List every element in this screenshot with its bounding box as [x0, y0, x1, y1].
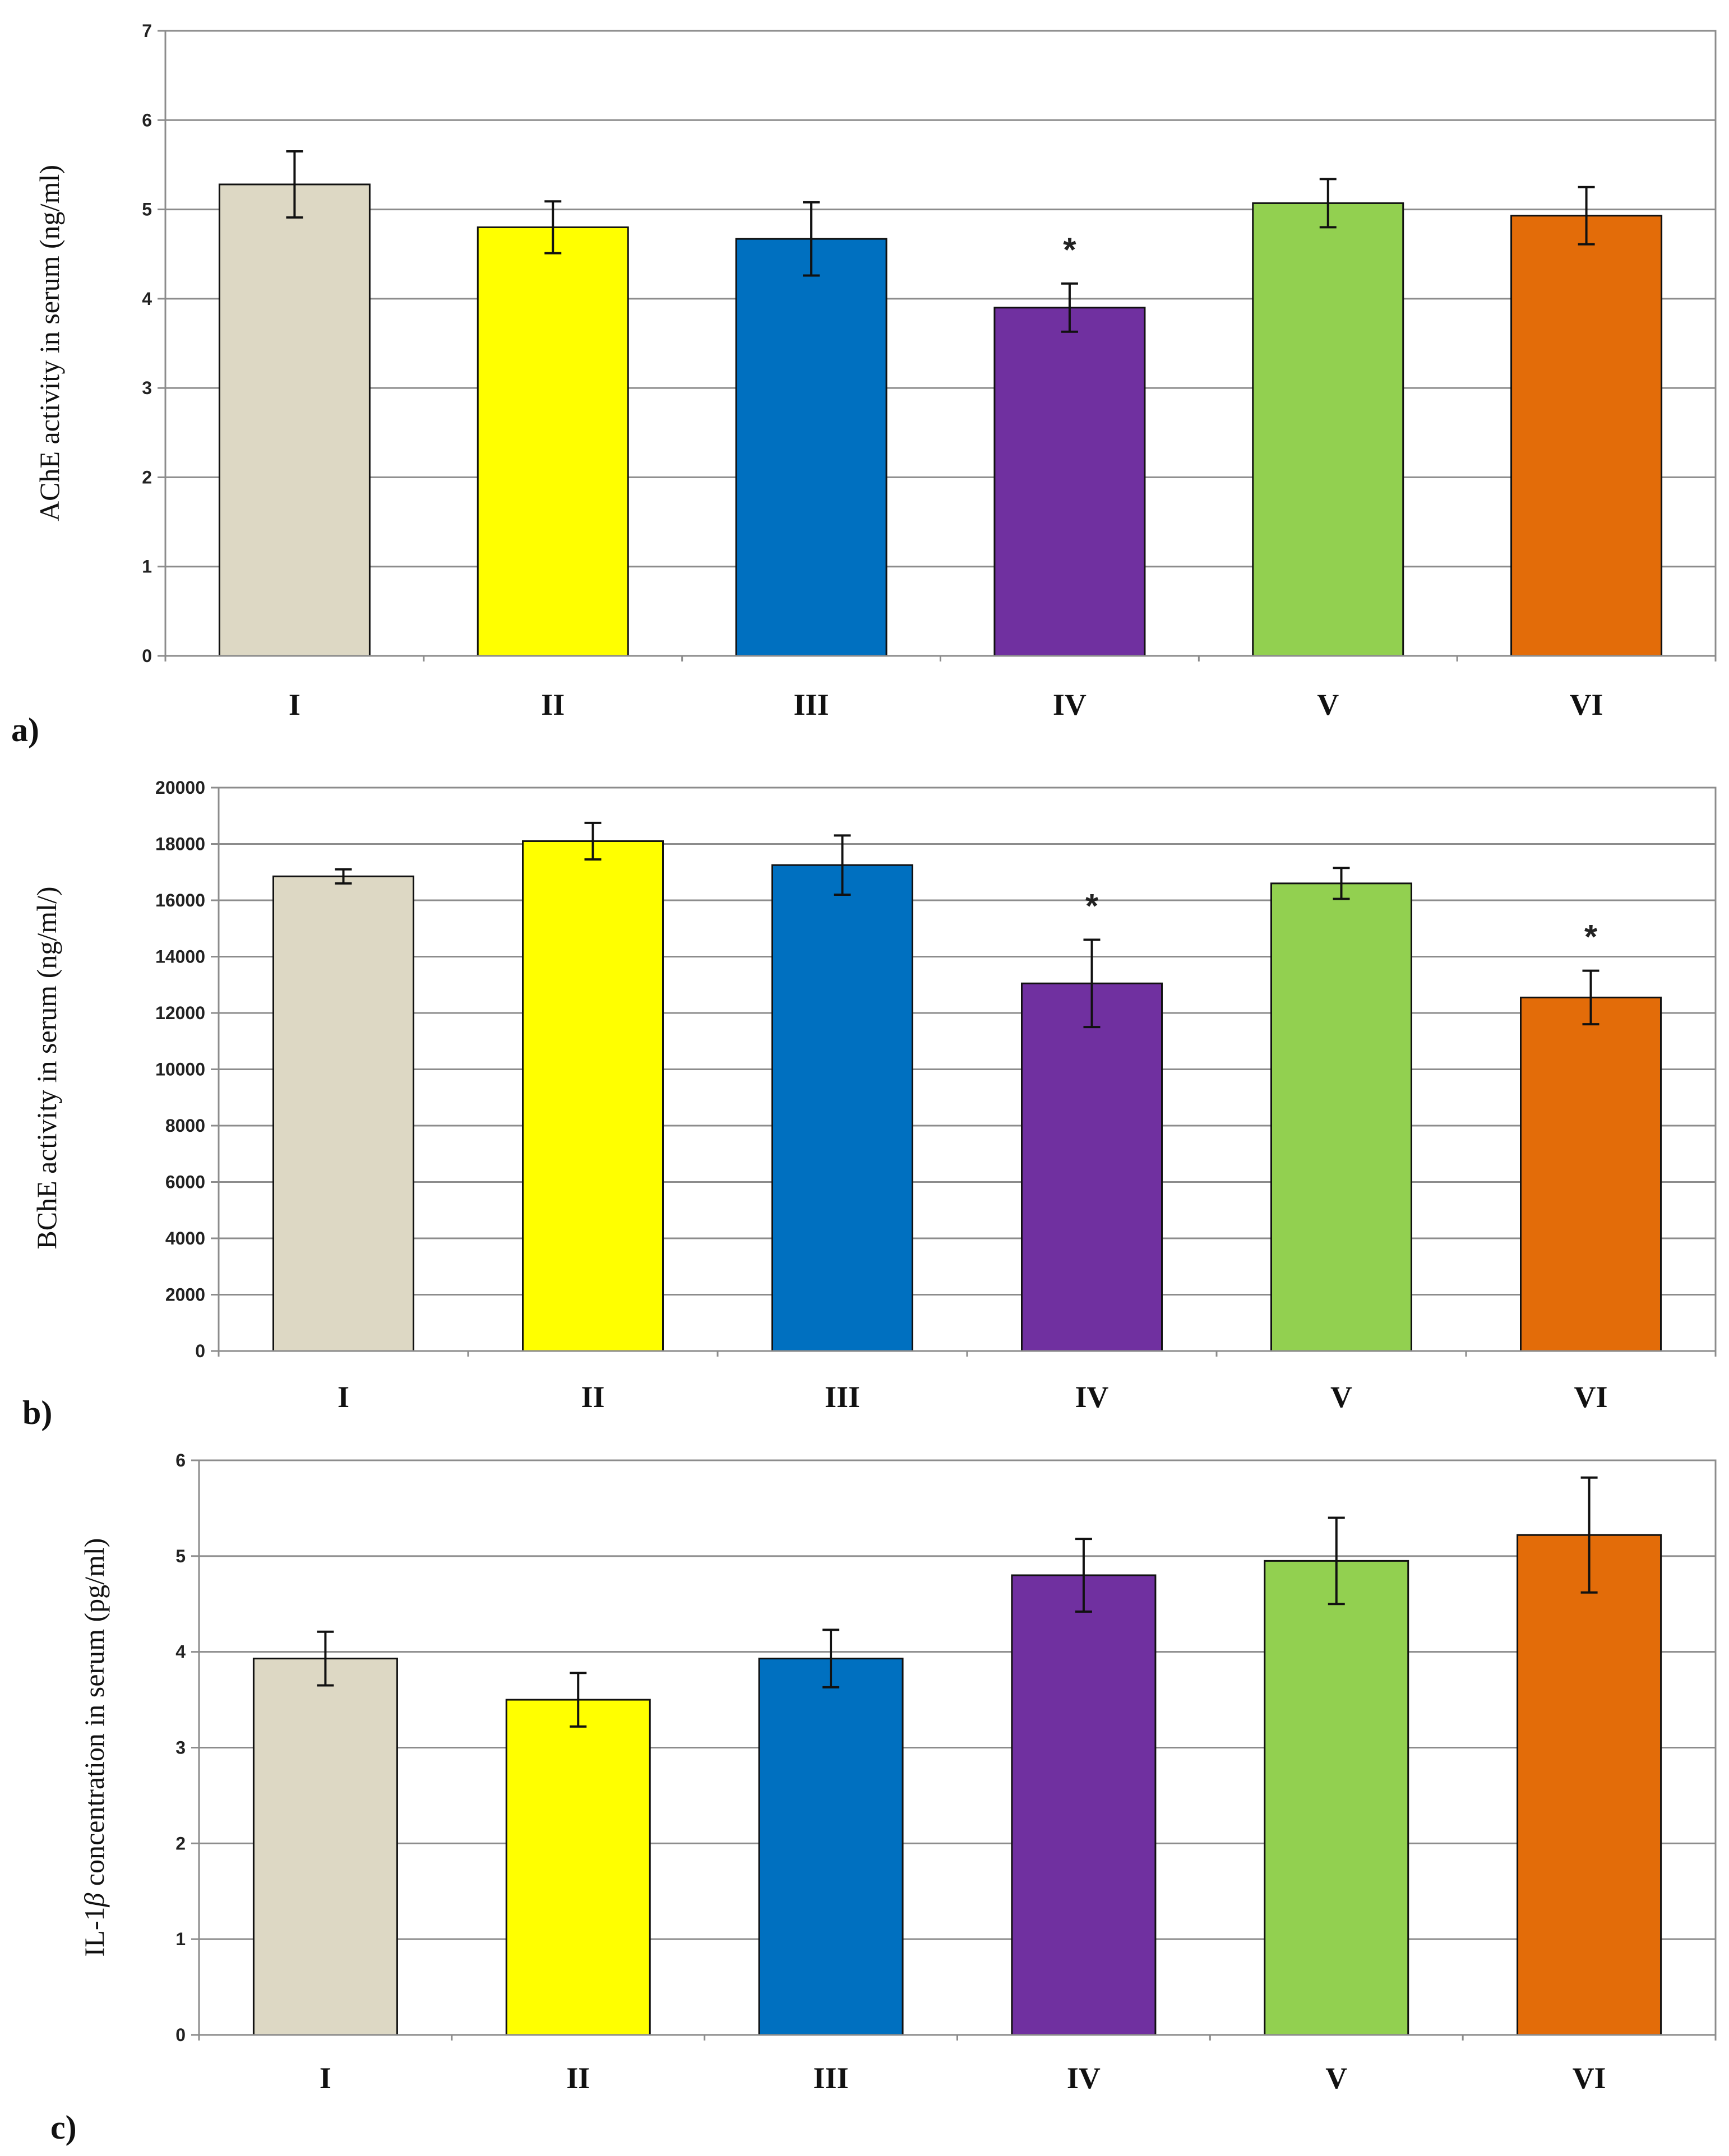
significance-marker: *: [1063, 231, 1076, 269]
bar-VI: [1517, 1534, 1662, 2036]
y-tick-label: 0: [195, 1341, 205, 1361]
significance-marker: *: [1584, 918, 1598, 956]
bar-VI: [1510, 215, 1663, 657]
y-tick-label: 14000: [155, 947, 205, 967]
x-category-label: II: [566, 2061, 590, 2095]
bar-I: [252, 1658, 398, 2036]
bar-IV: [1011, 1574, 1157, 2036]
panel-label: a): [11, 711, 39, 748]
y-tick-label: 3: [142, 378, 152, 398]
x-category-label: VI: [1573, 2061, 1606, 2095]
bar-III: [758, 1658, 904, 2036]
plot-frame: [164, 30, 1717, 657]
x-category-label: III: [794, 688, 829, 721]
error-bar-IV: [1075, 1538, 1092, 1613]
panel-label: c): [50, 2109, 77, 2146]
error-bar-III: [822, 1628, 840, 1688]
y-tick-label: 5: [142, 200, 152, 220]
error-bar-I: [335, 868, 352, 885]
y-tick-label: 2: [175, 1833, 186, 1853]
x-category-label: V: [1317, 688, 1339, 721]
error-bar-III: [803, 201, 820, 277]
y-tick-label: 4: [175, 1642, 186, 1662]
y-axis-label-suffix: concentration in serum (pg/ml): [78, 1538, 110, 1893]
y-tick-label: 3: [175, 1738, 186, 1758]
bar-II: [477, 226, 629, 657]
y-tick-label: 12000: [155, 1003, 205, 1023]
x-category-label: V: [1325, 2061, 1347, 2095]
x-category-label: III: [825, 1380, 860, 1414]
x-category-label: II: [581, 1380, 604, 1414]
error-bar-I: [286, 150, 303, 219]
bar-II: [522, 840, 664, 1352]
y-axis-label: AChE activity in serum (ng/ml): [34, 165, 65, 521]
y-tick-label: 8000: [165, 1116, 205, 1136]
bar-V: [1264, 1560, 1409, 2036]
significance-marker: *: [1085, 887, 1099, 924]
error-bar-II: [584, 821, 602, 861]
error-bar-VI: [1580, 1476, 1598, 1594]
y-axis-label: IL-1β concentration in serum (pg/ml): [78, 1538, 110, 1957]
y-tick-label: 6000: [165, 1172, 205, 1192]
y-tick-label: 10000: [155, 1060, 205, 1080]
beta-symbol: β: [78, 1893, 110, 1908]
error-bar-IV: [1083, 938, 1101, 1029]
chart-panel-b: * * 0 2000 4000 6000 8000 10000 12000 14000 16000…: [22, 778, 1717, 1431]
bar-I: [218, 183, 371, 657]
bar-I: [272, 875, 414, 1352]
y-tick-label: 6: [142, 110, 152, 130]
error-bar-IV: [1061, 282, 1078, 333]
x-category-label: V: [1330, 1380, 1352, 1414]
bar-III: [771, 864, 913, 1352]
error-bar-III: [834, 834, 851, 896]
error-bar-V: [1328, 1516, 1345, 1606]
y-tick-label: 6: [175, 1450, 186, 1470]
x-category-label: IV: [1075, 1380, 1108, 1414]
y-tick-label: 2: [142, 467, 152, 487]
x-category-label: I: [289, 688, 301, 721]
bar-VI: [1520, 996, 1662, 1352]
error-bar-VI: [1582, 969, 1599, 1026]
bar-II: [505, 1699, 651, 2036]
error-bar-V: [1333, 867, 1350, 900]
y-tick-label: 1: [142, 557, 152, 577]
panel-label: b): [22, 1394, 52, 1431]
error-bar-II: [570, 1672, 587, 1728]
x-category-label: II: [541, 688, 565, 721]
bar-V: [1270, 882, 1412, 1352]
error-bar-II: [544, 200, 562, 255]
y-tick-label: 2000: [165, 1285, 205, 1305]
y-tick-label: 5: [175, 1546, 186, 1566]
bar-III: [735, 238, 887, 657]
bar-V: [1252, 202, 1404, 657]
error-bar-V: [1319, 178, 1337, 229]
x-category-label: VI: [1574, 1380, 1607, 1414]
y-tick-label: 18000: [155, 834, 205, 854]
y-tick-label: 1: [175, 1929, 186, 1949]
y-tick-label: 7: [142, 21, 152, 41]
bar-IV: [993, 307, 1146, 657]
y-tick-label: 4000: [165, 1228, 205, 1248]
y-tick-label: 4: [142, 289, 152, 309]
y-axis-label: BChE activity in serum (ng/ml/): [31, 886, 62, 1249]
y-tick-label: 0: [175, 2025, 186, 2045]
y-tick-label: 16000: [155, 890, 205, 910]
error-bar-VI: [1578, 186, 1595, 246]
x-category-label: VI: [1570, 688, 1603, 721]
y-axis-label-prefix: IL-1: [78, 1907, 110, 1957]
error-bar-I: [317, 1630, 334, 1687]
y-tick-label: 20000: [155, 778, 205, 798]
x-category-label: I: [320, 2061, 331, 2095]
y-tick-label: 0: [142, 646, 152, 666]
x-category-label: III: [813, 2061, 849, 2095]
x-category-label: IV: [1067, 2061, 1101, 2095]
x-category-label: IV: [1053, 688, 1087, 721]
bar-IV: [1021, 982, 1163, 1352]
x-category-label: I: [338, 1380, 349, 1414]
